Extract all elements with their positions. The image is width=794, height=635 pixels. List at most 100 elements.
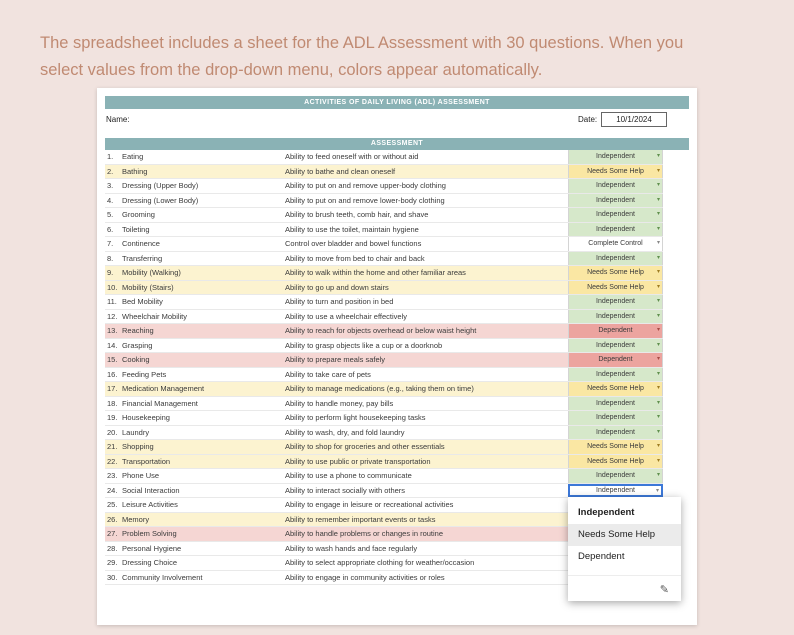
description-cell[interactable]: Ability to move from bed to chair and ba… <box>285 253 425 263</box>
item-cell[interactable]: 12. Wheelchair Mobility <box>105 310 285 324</box>
status-cell[interactable]: Independent ▾ <box>568 295 663 309</box>
status-cell[interactable]: Independent ▾ <box>568 251 663 265</box>
dropdown-arrow-icon[interactable]: ▾ <box>656 472 660 478</box>
item-cell[interactable]: 20. Laundry <box>105 426 285 440</box>
status-cell[interactable]: Needs Some Help ▾ <box>568 382 663 396</box>
dropdown-arrow-icon[interactable]: ▾ <box>655 487 659 494</box>
description-cell[interactable]: Ability to brush teeth, comb hair, and s… <box>285 210 429 219</box>
item-cell[interactable]: 29. Dressing Choice <box>105 556 285 570</box>
item-cell[interactable]: 17. Medication Management <box>105 382 285 396</box>
dropdown-arrow-icon[interactable]: ▾ <box>656 153 660 159</box>
status-cell[interactable]: Independent ▾ <box>568 411 663 425</box>
status-cell[interactable]: Independent ▾ <box>568 150 663 164</box>
item-cell[interactable]: 18. Financial Management <box>105 397 285 411</box>
item-cell[interactable]: 21. Shopping <box>105 440 285 454</box>
dropdown-arrow-icon[interactable]: ▾ <box>656 327 660 333</box>
item-cell[interactable]: 3. Dressing (Upper Body) <box>105 179 285 193</box>
item-cell[interactable]: 4. Dressing (Lower Body) <box>105 194 285 208</box>
description-cell[interactable]: Ability to take care of pets <box>285 369 371 379</box>
item-cell[interactable]: 23. Phone Use <box>105 469 285 483</box>
dropdown-arrow-icon[interactable]: ▾ <box>656 414 660 420</box>
description-cell[interactable]: Ability to prepare meals safely <box>285 355 386 364</box>
status-cell[interactable]: Needs Some Help ▾ <box>568 280 663 294</box>
item-cell[interactable]: 27. Problem Solving <box>105 527 285 541</box>
status-cell[interactable]: Independent ▾ <box>568 208 663 222</box>
description-cell[interactable]: Ability to shop for groceries and other … <box>285 442 445 451</box>
item-cell[interactable]: 7. Continence <box>105 237 285 251</box>
item-cell[interactable]: 2. Bathing <box>105 165 285 179</box>
status-cell[interactable]: Independent ▾ <box>568 309 663 323</box>
dropdown-arrow-icon[interactable]: ▾ <box>656 341 660 348</box>
dropdown-arrow-icon[interactable]: ▾ <box>656 182 660 188</box>
dropdown-arrow-icon[interactable]: ▾ <box>656 225 660 232</box>
description-cell[interactable]: Ability to use a phone to communicate <box>285 471 412 480</box>
description-cell[interactable]: Ability to select appropriate clothing f… <box>285 558 475 567</box>
description-cell[interactable]: Ability to engage in leisure or recreati… <box>285 500 454 509</box>
description-cell[interactable]: Ability to put on and remove lower-body … <box>285 195 445 205</box>
item-cell[interactable]: 28. Personal Hygiene <box>105 542 285 556</box>
description-cell[interactable]: Ability to use a wheelchair effectively <box>285 311 408 321</box>
description-cell[interactable]: Ability to manage medications (e.g., tak… <box>285 384 474 393</box>
description-cell[interactable]: Ability to reach for objects overhead or… <box>285 326 477 335</box>
dropdown-arrow-icon[interactable]: ▾ <box>656 399 660 406</box>
item-cell[interactable]: 19. Housekeeping <box>105 411 285 425</box>
dropdown-arrow-icon[interactable]: ▾ <box>656 167 660 174</box>
item-cell[interactable]: 26. Memory <box>105 513 285 527</box>
status-cell[interactable]: Independent ▾ <box>568 222 663 236</box>
item-cell[interactable]: 24. Social Interaction <box>105 484 285 498</box>
description-cell[interactable]: Ability to bathe and clean oneself <box>285 166 396 176</box>
description-cell[interactable]: Ability to use public or private transpo… <box>285 456 431 466</box>
item-cell[interactable]: 22. Transportation <box>105 455 285 469</box>
description-cell[interactable]: Ability to interact socially with others <box>285 485 406 495</box>
description-cell[interactable]: Ability to engage in community activitie… <box>285 572 445 582</box>
dropdown-arrow-icon[interactable]: ▾ <box>656 443 660 449</box>
status-cell[interactable]: Needs Some Help ▾ <box>568 164 663 178</box>
dropdown-arrow-icon[interactable]: ▾ <box>656 385 660 391</box>
description-cell[interactable]: Ability to grasp objects like a cup or a… <box>285 340 443 350</box>
item-cell[interactable]: 9. Mobility (Walking) <box>105 266 285 280</box>
item-cell[interactable]: 15. Cooking <box>105 353 285 367</box>
status-cell[interactable]: Independent ▾ <box>568 193 663 207</box>
item-cell[interactable]: 11. Bed Mobility <box>105 295 285 309</box>
item-cell[interactable]: 30. Community Involvement <box>105 571 285 585</box>
description-cell[interactable]: Ability to turn and position in bed <box>285 297 394 306</box>
description-cell[interactable]: Ability to use the toilet, maintain hygi… <box>285 224 419 234</box>
status-cell[interactable]: Complete Control ▾ <box>568 237 663 251</box>
status-cell[interactable]: Independent ▾ <box>568 367 663 381</box>
status-cell[interactable]: Independent ▾ <box>568 338 663 352</box>
item-cell[interactable]: 14. Grasping <box>105 339 285 353</box>
status-cell[interactable]: Independent ▾ <box>568 425 663 439</box>
description-cell[interactable]: Ability to wash hands and face regularly <box>285 543 418 553</box>
description-cell[interactable]: Ability to walk within the home and othe… <box>285 268 466 277</box>
description-cell[interactable]: Ability to remember important events or … <box>285 514 436 524</box>
status-cell[interactable]: Independent ▾ <box>568 469 663 483</box>
dropdown-arrow-icon[interactable]: ▾ <box>656 298 660 304</box>
description-cell[interactable]: Ability to wash, dry, and fold laundry <box>285 427 405 437</box>
status-cell[interactable]: Needs Some Help ▾ <box>568 266 663 280</box>
status-cell[interactable]: Needs Some Help ▾ <box>568 440 663 454</box>
item-cell[interactable]: 10. Mobility (Stairs) <box>105 281 285 295</box>
item-cell[interactable]: 13. Reaching <box>105 324 285 338</box>
description-cell[interactable]: Ability to handle problems or changes in… <box>285 529 444 538</box>
status-cell[interactable]: Dependent ▾ <box>568 353 663 367</box>
status-cell[interactable]: Needs Some Help ▾ <box>568 454 663 468</box>
description-cell[interactable]: Ability to perform light housekeeping ta… <box>285 413 426 422</box>
status-cell[interactable]: Independent ▾ <box>568 396 663 410</box>
status-cell[interactable]: Independent ▾ <box>568 179 663 193</box>
dropdown-arrow-icon[interactable]: ▾ <box>656 240 660 246</box>
dropdown-arrow-icon[interactable]: ▾ <box>656 269 660 275</box>
description-cell[interactable]: Ability to put on and remove upper-body … <box>285 181 446 190</box>
description-cell[interactable]: Ability to feed oneself with or without … <box>285 152 419 161</box>
dropdown-option[interactable]: Independent <box>578 507 635 518</box>
item-cell[interactable]: 6. Toileting <box>105 223 285 237</box>
item-cell[interactable]: 8. Transferring <box>105 252 285 266</box>
item-cell[interactable]: 5. Grooming <box>105 208 285 222</box>
dropdown-arrow-icon[interactable]: ▾ <box>656 254 660 261</box>
item-cell[interactable]: 25. Leisure Activities <box>105 498 285 512</box>
dropdown-arrow-icon[interactable]: ▾ <box>656 196 660 203</box>
dropdown-arrow-icon[interactable]: ▾ <box>656 283 660 290</box>
date-value-cell[interactable]: 10/1/2024 <box>601 112 667 127</box>
description-cell[interactable]: Control over bladder and bowel functions <box>285 239 422 248</box>
description-cell[interactable]: Ability to go up and down stairs <box>285 282 389 292</box>
description-cell[interactable]: Ability to handle money, pay bills <box>285 398 394 408</box>
